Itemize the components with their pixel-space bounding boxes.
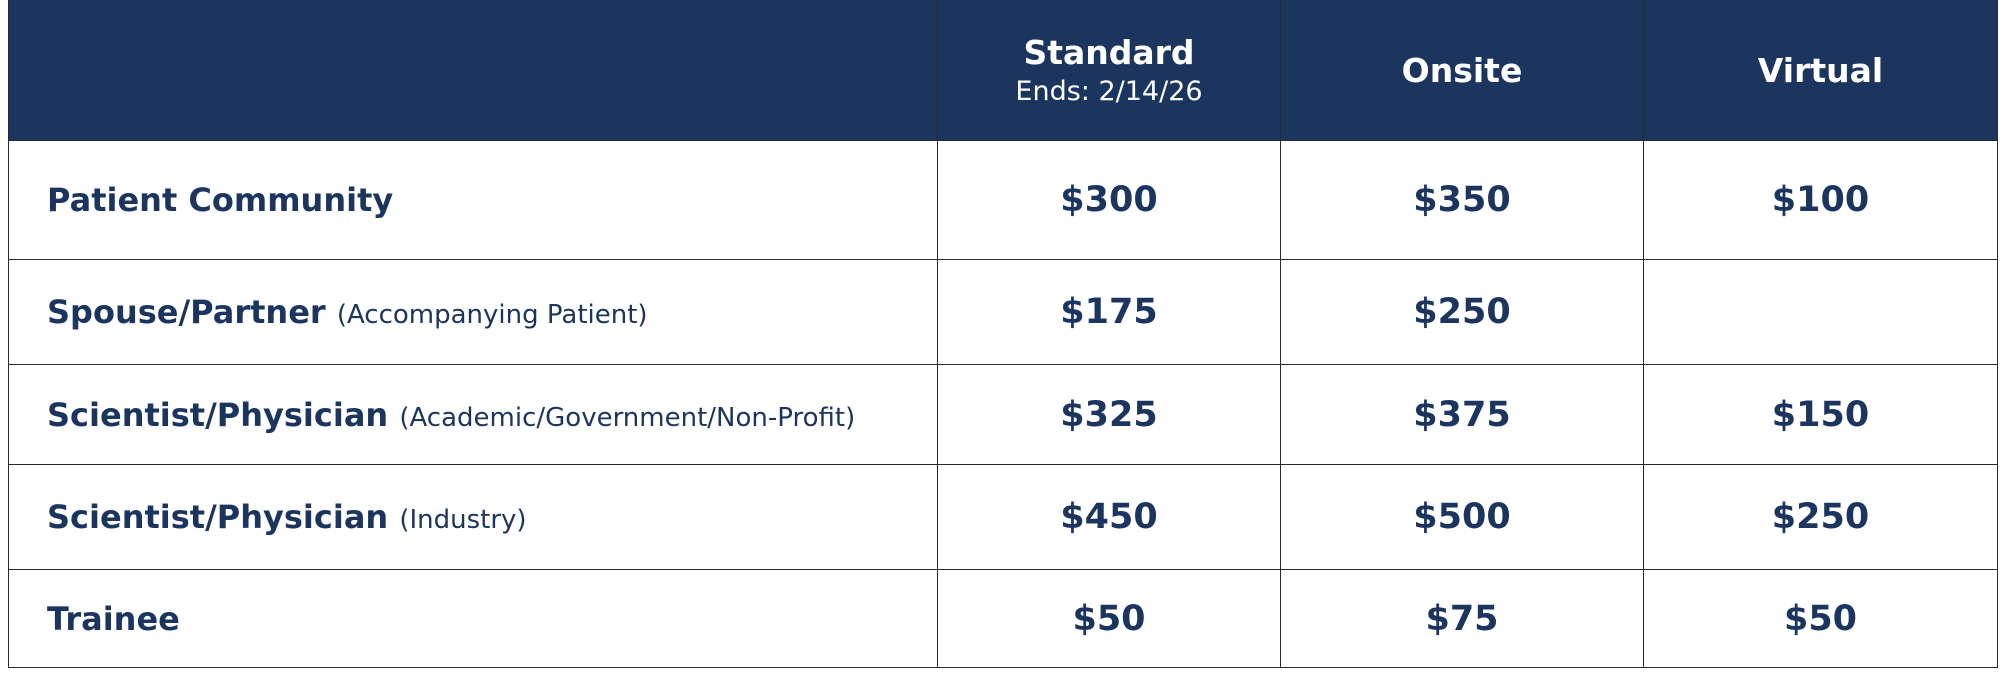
price: $375 <box>1280 364 1644 465</box>
price: $450 <box>937 464 1281 570</box>
price-row: Scientist/Physician (Academic/Government… <box>8 364 1998 465</box>
column-name: Virtual <box>1757 50 1884 90</box>
row-label: Spouse/Partner <box>47 293 326 331</box>
row-qualifier: (Accompanying Patient) <box>336 300 648 330</box>
price: $350 <box>1280 140 1644 260</box>
price: $500 <box>1280 464 1644 570</box>
price: $300 <box>937 140 1281 260</box>
price: $325 <box>937 364 1281 465</box>
column-header: Onsite <box>1280 0 1644 141</box>
pricing-table: Standard Ends: 2/14/26 Onsite Virtual Patie… <box>8 0 1998 668</box>
price-row: Spouse/Partner (Accompanying Patient) $17… <box>8 259 1998 365</box>
empty-cell <box>1643 259 1998 365</box>
row-label: Trainee <box>47 599 180 638</box>
price: $175 <box>937 259 1281 365</box>
price: $50 <box>937 569 1281 668</box>
column-header: Standard Ends: 2/14/26 <box>937 0 1281 141</box>
row-label: Patient Community <box>47 181 394 219</box>
column-name: Standard <box>1023 33 1195 72</box>
row-label-cell: Scientist/Physician (Academic/Government… <box>8 364 938 465</box>
price-row: Patient Community $300 $350 $100 <box>8 140 1998 260</box>
price-row: Trainee $50 $75 $50 <box>8 569 1998 668</box>
table-body: Patient Community $300 $350 $100 Spouse/Part… <box>8 140 1998 668</box>
row-label: Scientist/Physician <box>47 395 389 434</box>
header-blank <box>8 0 938 141</box>
column-note: Ends: 2/14/26 <box>1015 76 1203 107</box>
column-name: Onsite <box>1401 50 1523 90</box>
row-qualifier: (Academic/Government/Non-Profit) <box>399 402 856 433</box>
header-row: Standard Ends: 2/14/26 Onsite Virtual <box>8 0 1998 141</box>
row-label: Scientist/Physician <box>47 498 389 536</box>
price: $150 <box>1643 364 1998 465</box>
table-header: Standard Ends: 2/14/26 Onsite Virtual <box>8 0 1998 141</box>
row-label-cell: Spouse/Partner (Accompanying Patient) <box>8 259 938 365</box>
price: $250 <box>1280 259 1644 365</box>
price: $50 <box>1643 569 1998 668</box>
price: $250 <box>1643 464 1998 570</box>
row-qualifier: (Industry) <box>399 505 527 535</box>
row-label-cell: Scientist/Physician (Industry) <box>8 464 938 570</box>
price: $75 <box>1280 569 1644 668</box>
row-label-cell: Patient Community <box>8 140 938 260</box>
price: $100 <box>1643 140 1998 260</box>
column-header: Virtual <box>1643 0 1998 141</box>
price-row: Scientist/Physician (Industry) $450 $500 $2… <box>8 464 1998 570</box>
row-label-cell: Trainee <box>8 569 938 668</box>
